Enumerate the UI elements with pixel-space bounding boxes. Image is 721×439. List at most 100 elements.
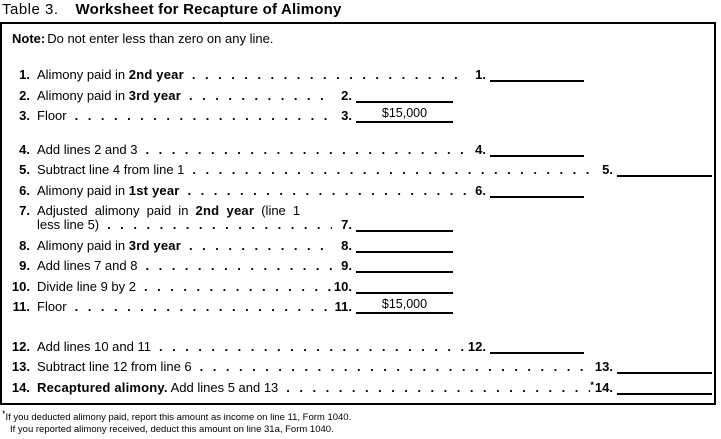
entry-blank-line[interactable] xyxy=(356,271,453,273)
entry-line-number: 11. xyxy=(334,299,352,314)
entry-line-number: 13. xyxy=(594,359,613,374)
row-number: 14. xyxy=(11,379,30,395)
preprinted-value: $15,000 xyxy=(381,106,428,120)
footnote-line: *If you deducted alimony paid, report th… xyxy=(2,408,721,424)
note-text: Do not enter less than zero on any line. xyxy=(47,31,274,46)
entry-blank-line[interactable] xyxy=(490,154,584,157)
dot-leader: ........................................… xyxy=(74,108,332,123)
row-label: Add lines 7 and 8 xyxy=(37,258,138,273)
footnote-line: If you reported alimony received, deduct… xyxy=(2,424,721,436)
row-label: Floor xyxy=(37,108,67,123)
entry-blank-line[interactable] xyxy=(617,372,712,374)
row-number: 8. xyxy=(19,237,30,253)
dot-leader: ........................................… xyxy=(144,278,332,294)
row-label: Floor xyxy=(37,299,67,314)
entry-line-number: 12. xyxy=(467,338,486,354)
row-number: 1. xyxy=(19,67,30,82)
entry-line-number: 8. xyxy=(341,237,352,253)
entry-blank-line[interactable] xyxy=(617,175,712,177)
entry-blank-line[interactable] xyxy=(617,392,712,395)
footnote-text-1: If you deducted alimony paid, report thi… xyxy=(5,412,352,423)
row-label-continued: less line 5) xyxy=(37,217,100,232)
entry-field: 11. $15,000 xyxy=(332,297,453,314)
dot-leader: ........................................… xyxy=(74,299,332,314)
row-number: 11. xyxy=(12,299,30,314)
entry-line-number: 2. xyxy=(341,87,352,103)
entry-field: 10. xyxy=(332,279,453,294)
entry-field: 13. xyxy=(593,359,712,374)
row-number: 9. xyxy=(19,258,30,273)
entry-line-number: 7. xyxy=(341,217,352,232)
note-label: Note: xyxy=(12,31,46,46)
row-number: 6. xyxy=(19,182,30,198)
entry-field: 8. xyxy=(332,238,453,253)
dot-leader: ........................................… xyxy=(192,162,593,177)
row-number: 7. xyxy=(19,203,30,218)
entry-blank-line[interactable] xyxy=(490,351,584,354)
dot-leader: ........................................… xyxy=(191,67,466,82)
worksheet-box: Note: Do not enter less than zero on any … xyxy=(0,22,716,405)
table-number: Table 3. xyxy=(2,1,59,18)
row-number: 10. xyxy=(11,278,30,294)
worksheet-row: 2. Alimony paid in 3rd year..............… xyxy=(2,88,714,109)
row-label: Subtract line 4 from line 1 xyxy=(37,162,185,177)
entry-field: 9. xyxy=(332,258,453,273)
entry-field: 7. xyxy=(332,217,453,232)
row-label: Alimony paid in 3rd year xyxy=(37,87,181,103)
worksheet-row: 6. Alimony paid in 1st year..............… xyxy=(2,183,714,204)
row-label: Add lines 10 and 11 xyxy=(37,338,151,354)
entry-field: 3. $15,000 xyxy=(332,106,453,123)
worksheet-row: 3. Floor.................................… xyxy=(2,106,714,129)
entry-field: 12. xyxy=(466,339,584,354)
entry-preprinted-line: $15,000 xyxy=(356,297,453,314)
entry-field: 6. xyxy=(466,183,584,198)
footnote-marker: * xyxy=(2,409,6,419)
row-number: 2. xyxy=(19,87,30,103)
worksheet-row: 4. Add lines 2 and 3.....................… xyxy=(2,142,714,163)
entry-line-number: 10. xyxy=(333,278,352,294)
entry-line-number: *14. xyxy=(590,379,613,395)
entry-field: 5. xyxy=(593,162,712,177)
worksheet-row: 12. Add lines 10 and 11..................… xyxy=(2,339,714,360)
entry-line-number: 1. xyxy=(475,67,486,82)
entry-blank-line[interactable] xyxy=(490,195,584,198)
entry-line-number: 9. xyxy=(341,258,352,273)
dot-leader: ........................................… xyxy=(188,87,332,103)
row-label: Subtract line 12 from line 6 xyxy=(37,359,192,374)
dot-leader: ........................................… xyxy=(145,258,332,273)
row-label: Add lines 2 and 3 xyxy=(37,141,138,157)
row-number: 13. xyxy=(11,359,30,374)
preprinted-value: $15,000 xyxy=(381,297,428,311)
row-label: Recaptured alimony. Add lines 5 and 13 xyxy=(37,379,279,395)
worksheet-row: 14. Recaptured alimony. Add lines 5 and 1… xyxy=(2,380,714,401)
entry-field: 1. xyxy=(466,67,584,82)
row-line-1: 7. Adjusted alimony paid in 2nd year (lin… xyxy=(2,203,714,218)
dot-leader: ........................................… xyxy=(199,359,593,374)
row-number: 4. xyxy=(19,141,30,157)
table-title: Table 3. Worksheet for Recapture of Alim… xyxy=(0,0,721,22)
entry-blank-line[interactable] xyxy=(356,100,453,103)
worksheet-rows: 1. Alimony paid in 2nd year..............… xyxy=(2,67,714,400)
footnote-text-2: If you reported alimony received, deduct… xyxy=(10,424,334,435)
entry-field: *14. xyxy=(590,380,712,395)
dot-leader: ........................................… xyxy=(187,182,466,198)
entry-blank-line[interactable] xyxy=(490,80,584,82)
entry-blank-line[interactable] xyxy=(356,291,453,294)
note: Note: Do not enter less than zero on any … xyxy=(12,31,714,46)
row-label: Divide line 9 by 2 xyxy=(37,278,136,294)
worksheet-row: 13. Subtract line 12 from line 6.........… xyxy=(2,359,714,380)
worksheet-row: 8. Alimony paid in 3rd year..............… xyxy=(2,238,714,259)
entry-line-number: 3. xyxy=(341,108,352,123)
entry-line-number: 5. xyxy=(602,162,613,177)
entry-preprinted-line: $15,000 xyxy=(356,106,453,123)
worksheet-row: 11. Floor................................… xyxy=(2,297,714,320)
entry-blank-line[interactable] xyxy=(356,230,453,232)
asterisk-marker: * xyxy=(590,379,594,390)
row-label: Alimony paid in 3rd year xyxy=(37,237,181,253)
footnote: *If you deducted alimony paid, report th… xyxy=(2,408,721,436)
row-label: Adjusted alimony paid in 2nd year (line … xyxy=(37,203,301,218)
entry-blank-line[interactable] xyxy=(356,250,453,253)
dot-leader: ........................................… xyxy=(158,338,466,354)
worksheet-row: 9. Add lines 7 and 8.....................… xyxy=(2,258,714,279)
